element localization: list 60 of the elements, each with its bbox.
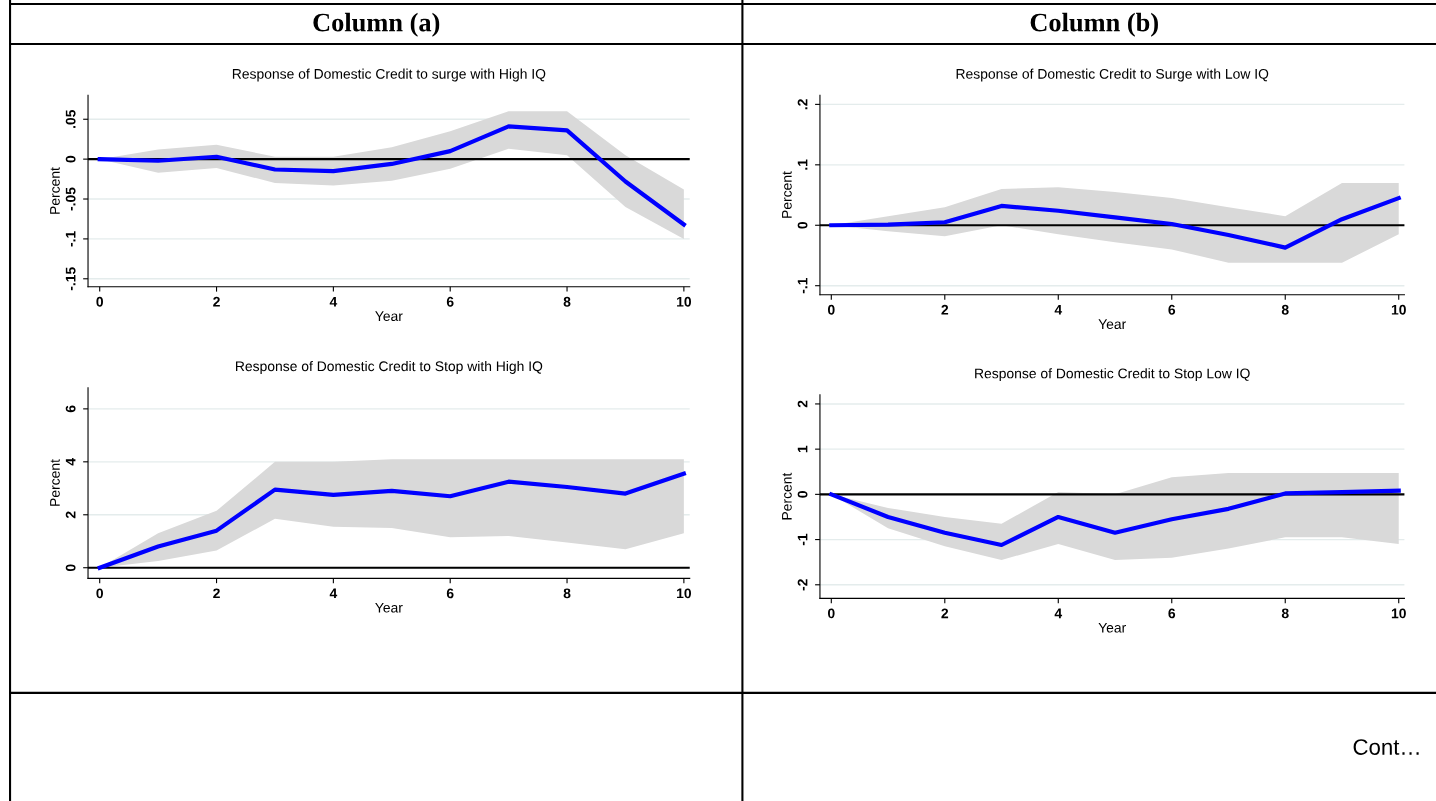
x-tick-label: 8	[1281, 304, 1289, 315]
chart-title: Response of Domestic Credit to Stop Low IQ	[975, 368, 1250, 382]
x-tick-label: 2	[213, 588, 220, 599]
y-tick-label: 0	[797, 491, 808, 498]
y-tick-label: .1	[797, 159, 808, 170]
x-axis-title: Year	[375, 602, 403, 613]
chart-title: Response of Domestic Credit to Stop with High IQ	[236, 360, 543, 374]
x-tick-label: 8	[563, 296, 571, 307]
x-tick-label: 10	[677, 588, 692, 599]
line-series	[97, 124, 686, 227]
x-tick-label: 0	[827, 608, 835, 619]
x-tick-label: 2	[941, 304, 949, 315]
y-tick-label: 2	[797, 400, 808, 408]
y-tick-label: 0	[65, 564, 76, 572]
y-tick-label: -.1	[797, 277, 808, 294]
x-tick-label: 2	[941, 608, 949, 619]
x-tick-label: 0	[96, 588, 103, 599]
line-series	[829, 488, 1401, 548]
y-axis-title: Percent	[50, 459, 60, 506]
x-tick-label: 10	[1391, 304, 1406, 315]
x-tick-label: 4	[329, 588, 338, 599]
x-tick-label: 0	[96, 296, 103, 307]
x-tick-label: 8	[563, 588, 571, 599]
y-tick-label: -2	[797, 579, 808, 591]
x-tick-label: 0	[827, 304, 835, 315]
y-tick-label: .2	[797, 99, 808, 110]
x-axis-title: Year	[1098, 319, 1126, 330]
x-tick-label: 6	[1168, 304, 1176, 315]
y-axis-title: Percent	[782, 472, 792, 520]
y-axis-title: Percent	[50, 167, 60, 214]
x-tick-label: 6	[446, 296, 454, 307]
y-tick-label: .05	[65, 109, 76, 128]
line-series	[829, 195, 1401, 250]
x-tick-label: 6	[1168, 608, 1176, 619]
y-tick-label: -.1	[65, 231, 76, 247]
text: Column (b)	[1030, 12, 1158, 37]
text: Cont…	[1353, 739, 1419, 755]
y-tick-label: 4	[65, 458, 76, 466]
x-tick-label: 8	[1281, 608, 1289, 619]
y-axis-title: Percent	[782, 171, 792, 218]
x-axis-title: Year	[375, 311, 403, 322]
y-tick-label: -.05	[65, 187, 76, 211]
x-tick-label: 4	[1054, 305, 1063, 315]
y-tick-label: -.15	[65, 267, 76, 291]
x-tick-label: 4	[329, 296, 338, 307]
x-tick-label: 10	[1391, 608, 1406, 619]
y-tick-label: -1	[797, 533, 808, 546]
x-tick-label: 6	[446, 588, 454, 599]
y-tick-label: 2	[65, 511, 76, 519]
y-tick-label: 6	[65, 405, 76, 413]
x-axis-title: Year	[1098, 622, 1126, 633]
x-tick-label: 4	[1054, 608, 1063, 619]
x-tick-label: 2	[213, 296, 220, 307]
chart-title: Response of Domestic Credit to surge with High IQ	[232, 68, 546, 82]
chart-title: Response of Domestic Credit to Surge with Low IQ	[956, 68, 1269, 82]
text: Column (a)	[313, 12, 440, 37]
x-tick-label: 10	[677, 296, 692, 307]
y-tick-label: 0	[65, 155, 76, 163]
y-tick-label: 1	[797, 445, 808, 453]
y-tick-label: 0	[797, 221, 808, 229]
